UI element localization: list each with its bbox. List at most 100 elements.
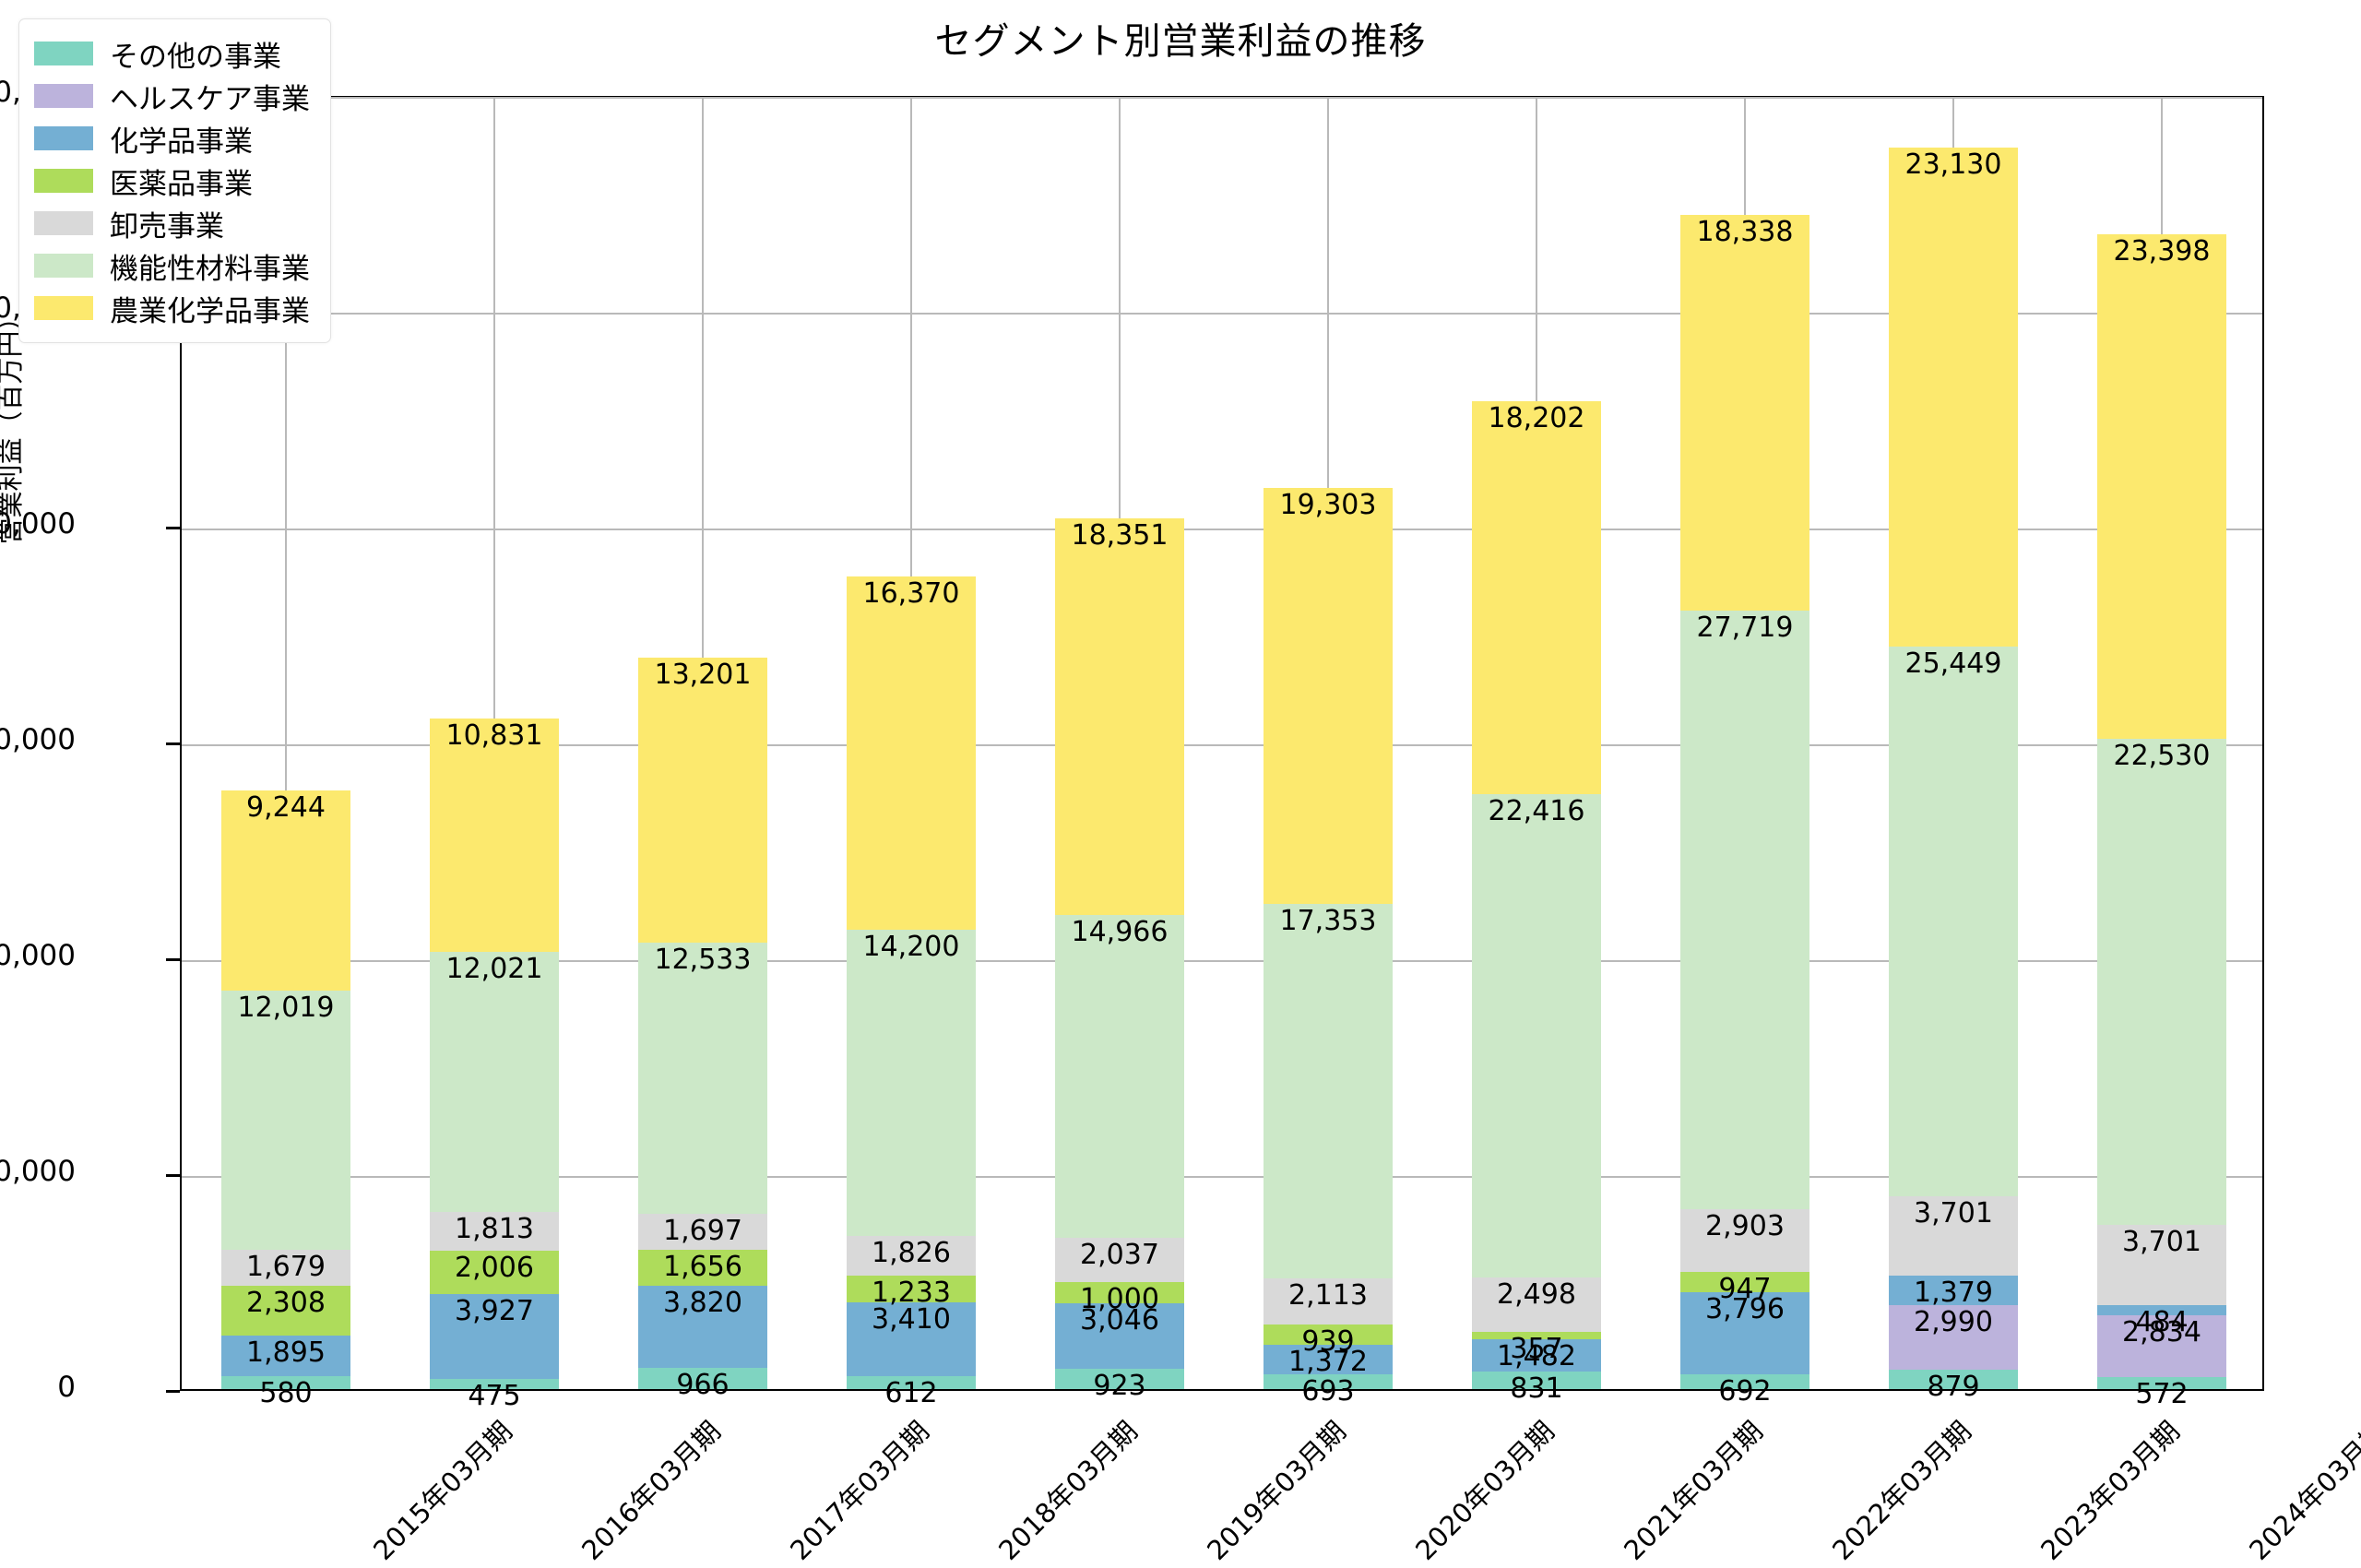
y-axis-tick-mark [166, 958, 180, 961]
bar-value-label: 580 [259, 1377, 313, 1410]
bar-stack[interactable]: 475 3,927 2,006 1,813 12,021 10,831 [429, 94, 560, 1409]
bar-segment[interactable] [637, 658, 768, 944]
bar-segment[interactable] [1054, 914, 1185, 1239]
bar-segment[interactable] [1679, 1208, 1810, 1272]
bar-segment[interactable] [1263, 1344, 1394, 1374]
bar-segment[interactable] [846, 1301, 977, 1376]
bar-segment[interactable] [220, 1286, 351, 1336]
bar-segment[interactable] [429, 1378, 560, 1389]
bar-stack[interactable]: 923 3,046 1,000 2,037 14,966 18,351 [1054, 94, 1185, 1400]
bar-value-label: 10,831 [445, 719, 543, 752]
bar-segment[interactable] [846, 576, 977, 931]
bar-segment[interactable] [1471, 1371, 1602, 1389]
bar-segment[interactable] [1471, 1338, 1602, 1372]
bar-segment[interactable] [220, 790, 351, 991]
bar-value-label: 572 [2135, 1377, 2189, 1410]
bar-segment[interactable] [1679, 1271, 1810, 1292]
bar-segment[interactable] [1263, 904, 1394, 1279]
bar-segment[interactable] [429, 1211, 560, 1252]
legend-item[interactable]: 医薬品事業 [34, 160, 310, 202]
bar-segment[interactable] [1263, 1278, 1394, 1324]
bar-value-label: 1,233 [872, 1277, 951, 1310]
bar-segment[interactable] [1679, 1292, 1810, 1374]
legend-item[interactable]: 機能性材料事業 [34, 244, 310, 287]
legend-item[interactable]: ヘルスケア事業 [34, 75, 310, 117]
bar-segment[interactable] [1054, 1281, 1185, 1304]
bar-segment[interactable] [2096, 1225, 2227, 1305]
bar-segment[interactable] [846, 930, 977, 1237]
gridline-horizontal [182, 1176, 2262, 1178]
bar-segment[interactable] [429, 718, 560, 953]
bar-segment[interactable] [1263, 487, 1394, 905]
bar-segment[interactable] [637, 1286, 768, 1369]
bar-segment[interactable] [1679, 1373, 1810, 1389]
bar-segment[interactable] [1054, 518, 1185, 915]
bar-segment[interactable] [2096, 1315, 2227, 1377]
bar-segment[interactable] [1054, 1369, 1185, 1389]
bar-segment[interactable] [2096, 233, 2227, 740]
bar-segment[interactable] [1263, 1373, 1394, 1389]
legend-item[interactable]: その他の事業 [34, 32, 310, 75]
bar-segment[interactable] [1471, 400, 1602, 794]
bar-segment[interactable] [220, 1376, 351, 1389]
bar-segment[interactable] [2096, 1376, 2227, 1389]
legend-label: 化学品事業 [110, 125, 253, 159]
bar-value-label: 1,379 [1914, 1277, 1993, 1310]
bar-segment[interactable] [220, 1336, 351, 1377]
bar-segment[interactable] [1471, 793, 1602, 1278]
bar-segment[interactable] [1471, 1277, 1602, 1332]
bar-segment[interactable] [2096, 1305, 2227, 1316]
bar-segment[interactable] [637, 1250, 768, 1287]
bar-segment[interactable] [637, 1368, 768, 1389]
bar-segment[interactable] [1054, 1238, 1185, 1282]
bar-stack[interactable]: 580 1,895 2,308 1,679 12,019 9,244 [220, 94, 351, 1408]
bar-segment[interactable] [1888, 1305, 2019, 1371]
bar-segment[interactable] [637, 943, 768, 1214]
bar-value-label: 1,482 [1497, 1339, 1576, 1372]
y-axis-tick-label: 30,000 [0, 723, 76, 756]
bar-stack[interactable]: 612 3,410 1,233 1,826 14,200 16,370 [846, 94, 977, 1407]
bar-segment[interactable] [637, 1213, 768, 1251]
legend-swatch-icon [34, 42, 93, 65]
bar-stack[interactable]: 879 2,990 1,379 3,701 25,449 23,130 [1888, 94, 2019, 1401]
gridline-horizontal [182, 313, 2262, 315]
x-axis-tick-label: 2021年03月期 [1618, 1415, 1770, 1567]
bar-value-label: 1,813 [455, 1212, 534, 1245]
legend-item[interactable]: 卸売事業 [34, 202, 310, 244]
bar-segment[interactable] [1888, 1370, 2019, 1389]
bar-segment[interactable] [1054, 1303, 1185, 1370]
bar-stack[interactable]: 572 2,834 484 3,701 22,530 23,398 [2096, 94, 2227, 1408]
bar-segment[interactable] [429, 1251, 560, 1294]
bar-segment[interactable] [1471, 1331, 1602, 1339]
bar-stack[interactable]: 692 3,796 947 2,903 27,719 18,338 [1679, 94, 1810, 1405]
bar-stack[interactable]: 966 3,820 1,656 1,697 12,533 13,201 [637, 94, 768, 1399]
bar-value-label: 3,820 [663, 1287, 742, 1320]
bar-segment[interactable] [846, 1236, 977, 1277]
bar-segment[interactable] [2096, 739, 2227, 1226]
bar-segment[interactable] [1679, 215, 1810, 612]
legend-item[interactable]: 化学品事業 [34, 117, 310, 160]
bar-segment[interactable] [220, 990, 351, 1250]
bar-segment[interactable] [220, 1249, 351, 1287]
gridline-vertical [285, 98, 287, 1389]
bar-segment[interactable] [1888, 147, 2019, 647]
bar-value-label: 18,351 [1071, 519, 1169, 552]
legend-swatch-icon [34, 211, 93, 235]
bar-stack[interactable]: 693 1,372 939 2,113 17,353 19,303 [1263, 94, 1394, 1405]
bar-segment[interactable] [1263, 1324, 1394, 1345]
legend-item[interactable]: 農業化学品事業 [34, 287, 310, 329]
bar-value-label: 692 [1718, 1374, 1772, 1408]
bar-segment[interactable] [1679, 611, 1810, 1209]
y-axis-tick-mark [166, 1174, 180, 1177]
bar-segment[interactable] [1888, 1276, 2019, 1306]
legend-swatch-icon [34, 296, 93, 320]
bar-segment[interactable] [846, 1276, 977, 1302]
bar-stack[interactable]: 831 1,482 357 2,498 22,416 18,202 [1471, 94, 1602, 1402]
bar-segment[interactable] [429, 1294, 560, 1379]
bar-value-label: 2,903 [1705, 1209, 1785, 1242]
bar-segment[interactable] [1888, 1195, 2019, 1277]
bar-segment[interactable] [846, 1375, 977, 1389]
bar-segment[interactable] [1888, 647, 2019, 1196]
bar-segment[interactable] [429, 952, 560, 1212]
legend-label: その他の事業 [110, 40, 281, 74]
